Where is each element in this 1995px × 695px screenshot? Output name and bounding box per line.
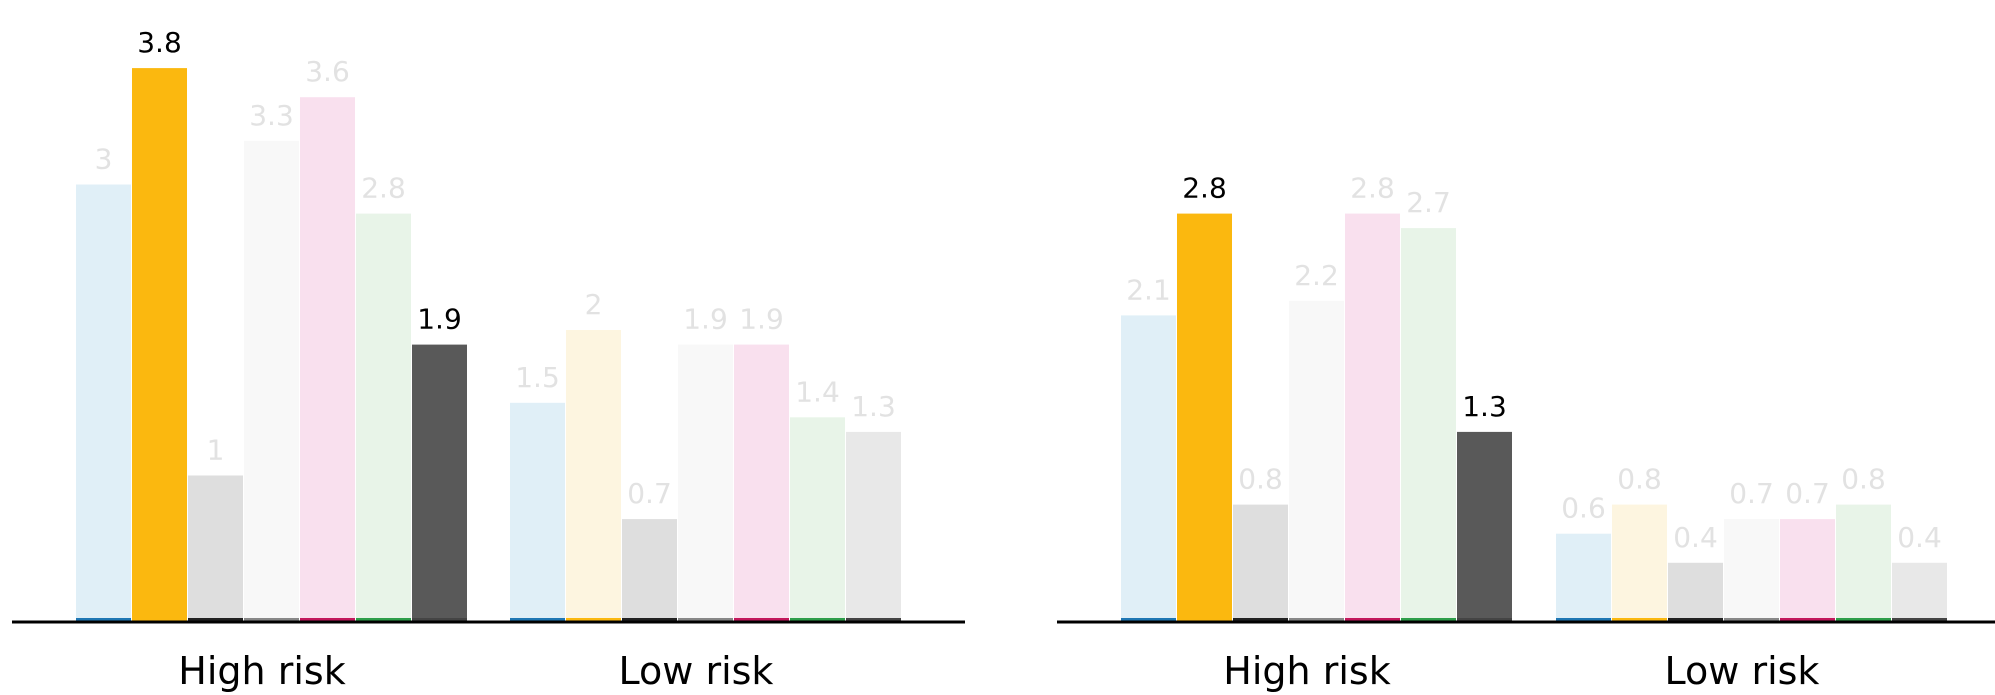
bar-low-risk-s1: [1556, 533, 1611, 621]
bar-low-risk-s2: [1612, 504, 1667, 621]
bar-base-accent: [356, 618, 411, 621]
data-label: 0.8: [1238, 463, 1283, 496]
bar-low-risk-s3: [622, 519, 677, 621]
category-label: High risk: [1223, 649, 1390, 693]
bar-base-accent: [76, 618, 131, 621]
data-label: 2.1: [1126, 273, 1171, 306]
bar-high-risk-s7: [1457, 431, 1512, 622]
data-label: 2.8: [361, 172, 406, 205]
bar-low-risk-s2: [566, 330, 621, 621]
data-label: 2.8: [1350, 172, 1395, 205]
data-label: 1.5: [515, 361, 560, 394]
data-label: 1.9: [417, 303, 462, 336]
data-label: 1.3: [1462, 390, 1507, 423]
bar-base-accent: [412, 618, 467, 621]
data-label: 0.6: [1561, 492, 1606, 525]
data-label: 3.3: [249, 99, 294, 132]
bar-low-risk-s4: [678, 344, 733, 621]
data-label: 1.4: [795, 375, 840, 408]
bar-base-accent: [1612, 618, 1667, 621]
bar-base-accent: [566, 618, 621, 621]
bar-base-accent: [1121, 618, 1176, 621]
bar-base-accent: [1401, 618, 1456, 621]
bar-high-risk-s5: [1345, 213, 1400, 621]
data-label: 2.8: [1182, 172, 1227, 205]
category-label: Low risk: [619, 649, 774, 693]
bar-base-accent: [244, 618, 299, 621]
bar-base-accent: [1233, 618, 1288, 621]
data-label: 1.3: [851, 390, 896, 423]
bar-base-accent: [510, 618, 565, 621]
category-label: Low risk: [1665, 649, 1820, 693]
bar-high-risk-s1: [1121, 315, 1176, 621]
data-label: 2.7: [1406, 186, 1451, 219]
bar-low-risk-s4: [1724, 519, 1779, 621]
data-label: 3.8: [137, 26, 182, 59]
bar-base-accent: [1892, 618, 1947, 621]
bar-low-risk-s1: [510, 402, 565, 622]
bar-base-accent: [622, 618, 677, 621]
data-label: 0.4: [1673, 521, 1718, 554]
data-label: 0.8: [1841, 463, 1886, 496]
bar-base-accent: [188, 618, 243, 621]
bar-low-risk-s5: [1780, 519, 1835, 621]
bar-high-risk-s4: [1289, 300, 1344, 621]
data-label: 1: [207, 434, 225, 467]
bar-base-accent: [1177, 618, 1232, 621]
chart-right: 2.1 2.8 0.8 2.2 2.8 2.7 1.3 High risk 0.6 0.8 0.4 0…: [1057, 172, 1995, 693]
data-label: 1.9: [739, 303, 784, 336]
bar-base-accent: [1780, 618, 1835, 621]
bar-base-accent: [1556, 618, 1611, 621]
bar-high-risk-s6: [356, 213, 411, 621]
bar-base-accent: [1836, 618, 1891, 621]
bar-low-risk-s7: [1892, 562, 1947, 621]
bar-high-risk-s1: [76, 184, 131, 621]
data-label: 2.2: [1294, 259, 1339, 292]
chart-left: 3 3.8 1 3.3 3.6 2.8 1.9 High risk 1.5 2 0.7 1.9 1.9 1…: [12, 26, 965, 693]
bar-low-risk-s7: [846, 431, 901, 622]
bar-base-accent: [846, 618, 901, 621]
bar-base-accent: [132, 618, 187, 621]
bar-base-accent: [1457, 618, 1512, 621]
bar-high-risk-s2: [1177, 213, 1232, 621]
data-label: 2: [585, 288, 603, 321]
bar-base-accent: [1668, 618, 1723, 621]
bar-base-accent: [1724, 618, 1779, 621]
bar-low-risk-s6: [790, 417, 845, 621]
bar-high-risk-s3: [1233, 504, 1288, 621]
data-label: 0.7: [1729, 477, 1774, 510]
bar-base-accent: [678, 618, 733, 621]
bar-base-accent: [1289, 618, 1344, 621]
bar-high-risk-s4: [244, 140, 299, 621]
data-label: 3: [95, 143, 113, 176]
data-label: 0.4: [1897, 521, 1942, 554]
bar-low-risk-s5: [734, 344, 789, 621]
bar-high-risk-s3: [188, 475, 243, 621]
bar-high-risk-s2: [132, 68, 187, 622]
bar-low-risk-s6: [1836, 504, 1891, 621]
bar-high-risk-s5: [300, 97, 355, 621]
bar-high-risk-s6: [1401, 228, 1456, 621]
category-label: High risk: [178, 649, 345, 693]
data-label: 0.7: [1785, 477, 1830, 510]
bar-base-accent: [790, 618, 845, 621]
bar-base-accent: [300, 618, 355, 621]
bar-low-risk-s3: [1668, 562, 1723, 621]
data-label: 1.9: [683, 303, 728, 336]
bar-high-risk-s7: [412, 344, 467, 621]
bar-base-accent: [1345, 618, 1400, 621]
data-label: 3.6: [305, 55, 350, 88]
data-label: 0.8: [1617, 463, 1662, 496]
bar-base-accent: [734, 618, 789, 621]
data-label: 0.7: [627, 477, 672, 510]
